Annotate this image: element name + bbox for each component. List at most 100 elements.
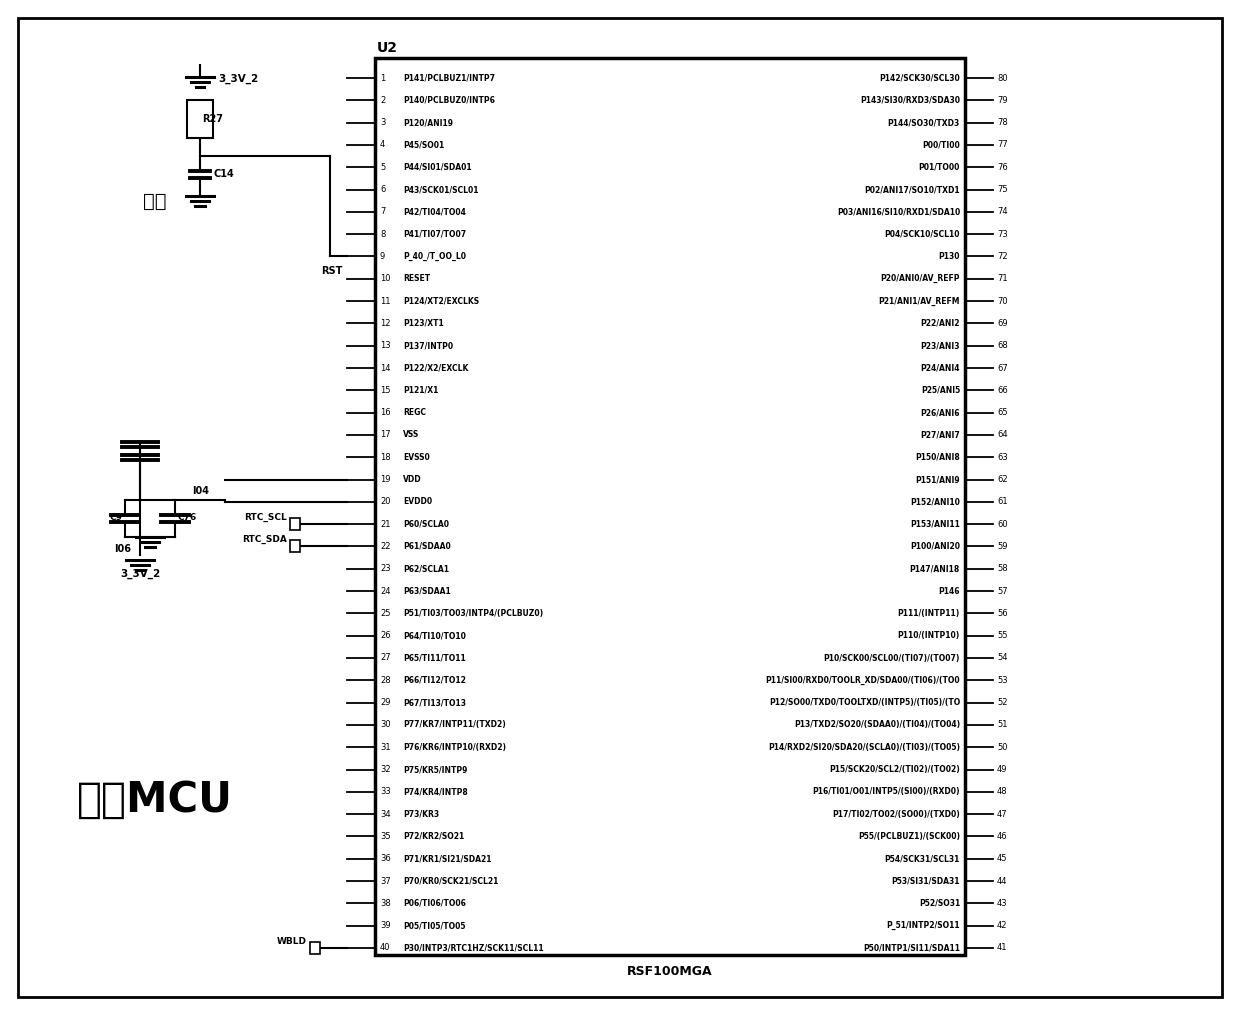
Text: 30: 30 <box>379 721 391 730</box>
Text: 51: 51 <box>997 721 1007 730</box>
Text: 11: 11 <box>379 296 391 306</box>
Text: P123/XT1: P123/XT1 <box>403 319 444 328</box>
Text: 4: 4 <box>379 140 386 149</box>
Text: 42: 42 <box>997 922 1007 930</box>
Text: 65: 65 <box>997 408 1008 417</box>
Text: P60/SCLA0: P60/SCLA0 <box>403 520 449 529</box>
Text: 79: 79 <box>997 95 1008 105</box>
Text: P64/TI10/TO10: P64/TI10/TO10 <box>403 631 466 640</box>
Text: 68: 68 <box>997 341 1008 350</box>
Text: 61: 61 <box>997 497 1008 506</box>
Text: 37: 37 <box>379 877 391 885</box>
Bar <box>290 518 300 530</box>
Text: P44/SI01/SDA01: P44/SI01/SDA01 <box>403 162 471 172</box>
Text: P141/PCLBUZ1/INTP7: P141/PCLBUZ1/INTP7 <box>403 73 495 82</box>
Text: 59: 59 <box>997 542 1007 551</box>
Text: P_51/INTP2/SO11: P_51/INTP2/SO11 <box>887 922 960 931</box>
Text: 18: 18 <box>379 453 391 462</box>
Text: P14/RXD2/SI20/SDA20/(SCLA0)/(TI03)/(TO05): P14/RXD2/SI20/SDA20/(SCLA0)/(TI03)/(TO05… <box>768 743 960 752</box>
Text: 主控MCU: 主控MCU <box>77 779 233 821</box>
Text: P111/(INTP11): P111/(INTP11) <box>898 609 960 618</box>
Text: 14: 14 <box>379 363 391 373</box>
Text: 46: 46 <box>997 832 1008 841</box>
Text: P01/TO00: P01/TO00 <box>919 162 960 172</box>
Text: P10/SCK00/SCL00/(TI07)/(TO07): P10/SCK00/SCL00/(TI07)/(TO07) <box>823 654 960 663</box>
Text: P71/KR1/SI21/SDA21: P71/KR1/SI21/SDA21 <box>403 855 491 864</box>
Text: P22/ANI2: P22/ANI2 <box>920 319 960 328</box>
Text: P53/SI31/SDA31: P53/SI31/SDA31 <box>892 877 960 885</box>
Text: EVDD0: EVDD0 <box>403 497 432 506</box>
Text: 72: 72 <box>997 252 1008 261</box>
Text: 78: 78 <box>997 118 1008 127</box>
Text: P24/ANI4: P24/ANI4 <box>920 363 960 373</box>
Text: 50: 50 <box>997 743 1007 752</box>
Text: 1: 1 <box>379 73 386 82</box>
Text: RTC_SDA: RTC_SDA <box>242 535 286 544</box>
Text: P16/TI01/O01/INTP5/(SI00)/(RXD0): P16/TI01/O01/INTP5/(SI00)/(RXD0) <box>812 788 960 797</box>
Text: 3_3V_2: 3_3V_2 <box>120 568 160 580</box>
Text: 63: 63 <box>997 453 1008 462</box>
Text: VSS: VSS <box>403 430 419 439</box>
Text: 43: 43 <box>997 899 1008 907</box>
Text: P65/TI11/TO11: P65/TI11/TO11 <box>403 654 466 663</box>
Text: 38: 38 <box>379 899 391 907</box>
Text: P23/ANI3: P23/ANI3 <box>920 341 960 350</box>
Text: 39: 39 <box>379 922 391 930</box>
Text: P06/TI06/TO06: P06/TI06/TO06 <box>403 899 466 907</box>
Text: EVSS0: EVSS0 <box>403 453 430 462</box>
Text: P54/SCK31/SCL31: P54/SCK31/SCL31 <box>884 855 960 864</box>
Text: 70: 70 <box>997 296 1008 306</box>
Text: C14: C14 <box>213 170 234 179</box>
Text: P67/TI13/TO13: P67/TI13/TO13 <box>403 698 466 707</box>
Text: P_40_/T_OO_L0: P_40_/T_OO_L0 <box>403 252 466 261</box>
Text: 56: 56 <box>997 609 1008 618</box>
Text: P45/SO01: P45/SO01 <box>403 140 444 149</box>
Text: 47: 47 <box>997 810 1008 819</box>
Text: 62: 62 <box>997 475 1008 484</box>
Text: U2: U2 <box>377 41 398 55</box>
Text: P142/SCK30/SCL30: P142/SCK30/SCL30 <box>879 73 960 82</box>
Text: RST: RST <box>321 266 342 276</box>
Text: P120/ANI19: P120/ANI19 <box>403 118 453 127</box>
Text: 6: 6 <box>379 185 386 194</box>
Text: P151/ANI9: P151/ANI9 <box>915 475 960 484</box>
Text: 71: 71 <box>997 274 1008 283</box>
Text: P143/SI30/RXD3/SDA30: P143/SI30/RXD3/SDA30 <box>861 95 960 105</box>
Text: 74: 74 <box>997 207 1008 216</box>
Text: P74/KR4/INTP8: P74/KR4/INTP8 <box>403 788 467 797</box>
Text: 33: 33 <box>379 788 391 797</box>
Text: P17/TI02/TO02/(SO00)/(TXD0): P17/TI02/TO02/(SO00)/(TXD0) <box>832 810 960 819</box>
Text: P02/ANI17/SO10/TXD1: P02/ANI17/SO10/TXD1 <box>864 185 960 194</box>
Text: 10: 10 <box>379 274 391 283</box>
Text: RTC_SCL: RTC_SCL <box>244 513 286 522</box>
Text: P04/SCK10/SCL10: P04/SCK10/SCL10 <box>884 229 960 239</box>
Text: 19: 19 <box>379 475 391 484</box>
Text: P52/SO31: P52/SO31 <box>919 899 960 907</box>
Text: P147/ANI18: P147/ANI18 <box>910 564 960 573</box>
Text: 20: 20 <box>379 497 391 506</box>
Text: 35: 35 <box>379 832 391 841</box>
Text: P110/(INTP10): P110/(INTP10) <box>898 631 960 640</box>
Bar <box>187 100 213 138</box>
Text: P42/TI04/TO04: P42/TI04/TO04 <box>403 207 466 216</box>
Text: C9: C9 <box>110 514 123 523</box>
Text: P26/ANI6: P26/ANI6 <box>920 408 960 417</box>
Text: REGC: REGC <box>403 408 427 417</box>
Bar <box>374 58 965 955</box>
Bar <box>310 942 320 954</box>
Text: 40: 40 <box>379 944 391 952</box>
Text: 26: 26 <box>379 631 391 640</box>
Text: P146: P146 <box>939 587 960 596</box>
Text: P05/TI05/TO05: P05/TI05/TO05 <box>403 922 465 930</box>
Text: 45: 45 <box>997 855 1007 864</box>
Text: 64: 64 <box>997 430 1008 439</box>
Text: P124/XT2/EXCLKS: P124/XT2/EXCLKS <box>403 296 479 306</box>
Text: 9: 9 <box>379 252 386 261</box>
Text: 57: 57 <box>997 587 1008 596</box>
Text: 8: 8 <box>379 229 386 239</box>
Text: 22: 22 <box>379 542 391 551</box>
Text: P63/SDAA1: P63/SDAA1 <box>403 587 451 596</box>
Text: P130: P130 <box>939 252 960 261</box>
Text: 44: 44 <box>997 877 1007 885</box>
Text: 13: 13 <box>379 341 391 350</box>
